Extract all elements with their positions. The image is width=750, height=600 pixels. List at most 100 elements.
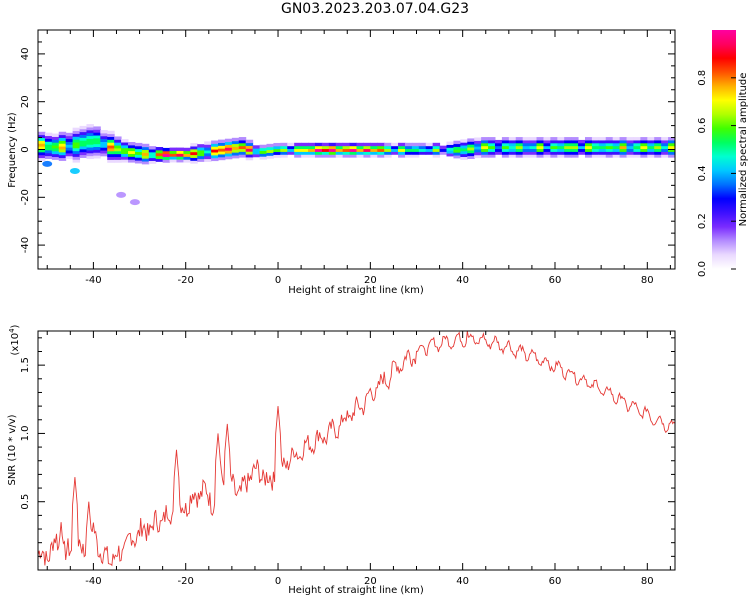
heatmap-cell [377,151,385,155]
heatmap-cell [190,145,198,150]
heatmap-cell [654,139,662,144]
snr-xtick-label: -20 [178,576,194,587]
heatmap-cell [446,141,454,145]
heatmap-cell [647,151,655,155]
heatmap-cell [72,127,81,132]
heatmap-cell [301,142,309,147]
heatmap-cell [141,155,150,159]
heatmap-cell [543,154,551,158]
heatmap-cell [218,153,226,158]
heatmap-cell [197,155,205,160]
heatmap-cell [308,148,316,152]
colorbar-tick-label: 0.8 [697,70,708,86]
heatmap-cell [51,147,60,152]
heatmap-cell [633,148,641,152]
heatmap-cell [259,147,267,151]
heatmap-cell [633,145,641,150]
heatmap-cell [661,137,669,141]
heatmap-cell [93,135,101,139]
heatmap-cell [266,149,274,153]
heatmap-cell [134,154,143,158]
heatmap-cell [190,157,198,161]
heatmap-cell [58,151,67,156]
heatmap-cell [598,139,607,144]
heatmap-cell [44,155,53,159]
heatmap-cell [494,139,503,144]
heatmap-cell [321,148,330,152]
heatmap-cell [259,156,267,160]
heatmap-cell [467,147,475,151]
heatmap-cell [446,144,454,148]
heatmap-cell [640,137,648,141]
heatmap-cell [107,130,115,135]
heatmap-cell [425,142,434,147]
heatmap-cell [51,136,60,140]
heatmap-cell [38,146,46,150]
heatmap-blob [129,199,140,206]
heatmap-cell [522,148,531,152]
heatmap-cell [391,142,399,147]
heatmap-cell [370,154,378,158]
heatmap-cell [169,156,177,160]
heat-ylabel: Frequency (Hz) [7,112,18,188]
heatmap-cell [197,149,205,154]
heatmap-cell [598,137,607,141]
heatmap-cell [626,145,634,150]
heatmap-cell [342,148,351,152]
heatmap-cell [446,147,454,151]
heatmap-cell [65,155,74,160]
page-title: GN03.2023.203.07.04.G23 [280,1,470,17]
heatmap-cell [550,139,558,144]
heatmap-cell [245,145,254,149]
snr-ytick-label: 0.5 [20,494,31,510]
heatmap-cell [72,159,81,163]
heatmap-cell [508,137,517,141]
heatmap-cell [93,149,101,153]
heatmap-cell [591,145,600,150]
heatmap-cell [425,148,434,152]
heatmap-cell [398,142,406,147]
heatmap-cell [571,137,579,141]
heatmap-cell [626,142,634,147]
heatmap-cell [543,151,551,155]
heatmap-cell [529,137,538,141]
heatmap-cell [404,142,413,147]
heatmap-cell [252,145,261,149]
heatmap-cell [591,154,600,158]
heatmap-cell [51,133,60,137]
heatmap-cell [571,139,579,144]
heatmap-cell [245,151,254,155]
heatmap-cell [591,142,600,147]
heatmap-cell [654,137,662,141]
heatmap-cell [494,142,503,147]
heatmap-cell [141,152,150,156]
heatmap-cell [321,145,330,150]
heatmap-cell [460,147,468,152]
heatmap-cell [584,151,593,155]
heatmap-cell [404,151,413,155]
heatmap-cell [349,148,357,152]
heatmap-cell [176,153,184,157]
heatmap-cell [79,128,87,133]
heatmap-cell [619,148,628,152]
heatmap-cell [494,151,503,155]
heatmap-cell [522,139,531,144]
heatmap-cell [404,154,413,158]
snr-xtick-label: 40 [456,576,469,587]
snr-ylabel: SNR (10 * v/v) [7,414,18,485]
heatmap-cell [93,137,101,142]
heatmap-cell [640,151,648,155]
heatmap-cell [79,134,87,138]
heatmap-cell [460,139,468,143]
heatmap-cell [508,154,517,158]
heatmap-cell [204,152,212,157]
heatmap-cell [204,150,212,154]
heatmap-cell [598,142,607,147]
heatmap-cell [121,159,129,163]
heatmap-cell [238,142,247,147]
heatmap-cell [114,156,122,160]
heatmap-cell [259,150,267,154]
heatmap-cell [72,150,81,155]
heatmap-cell [536,145,544,150]
